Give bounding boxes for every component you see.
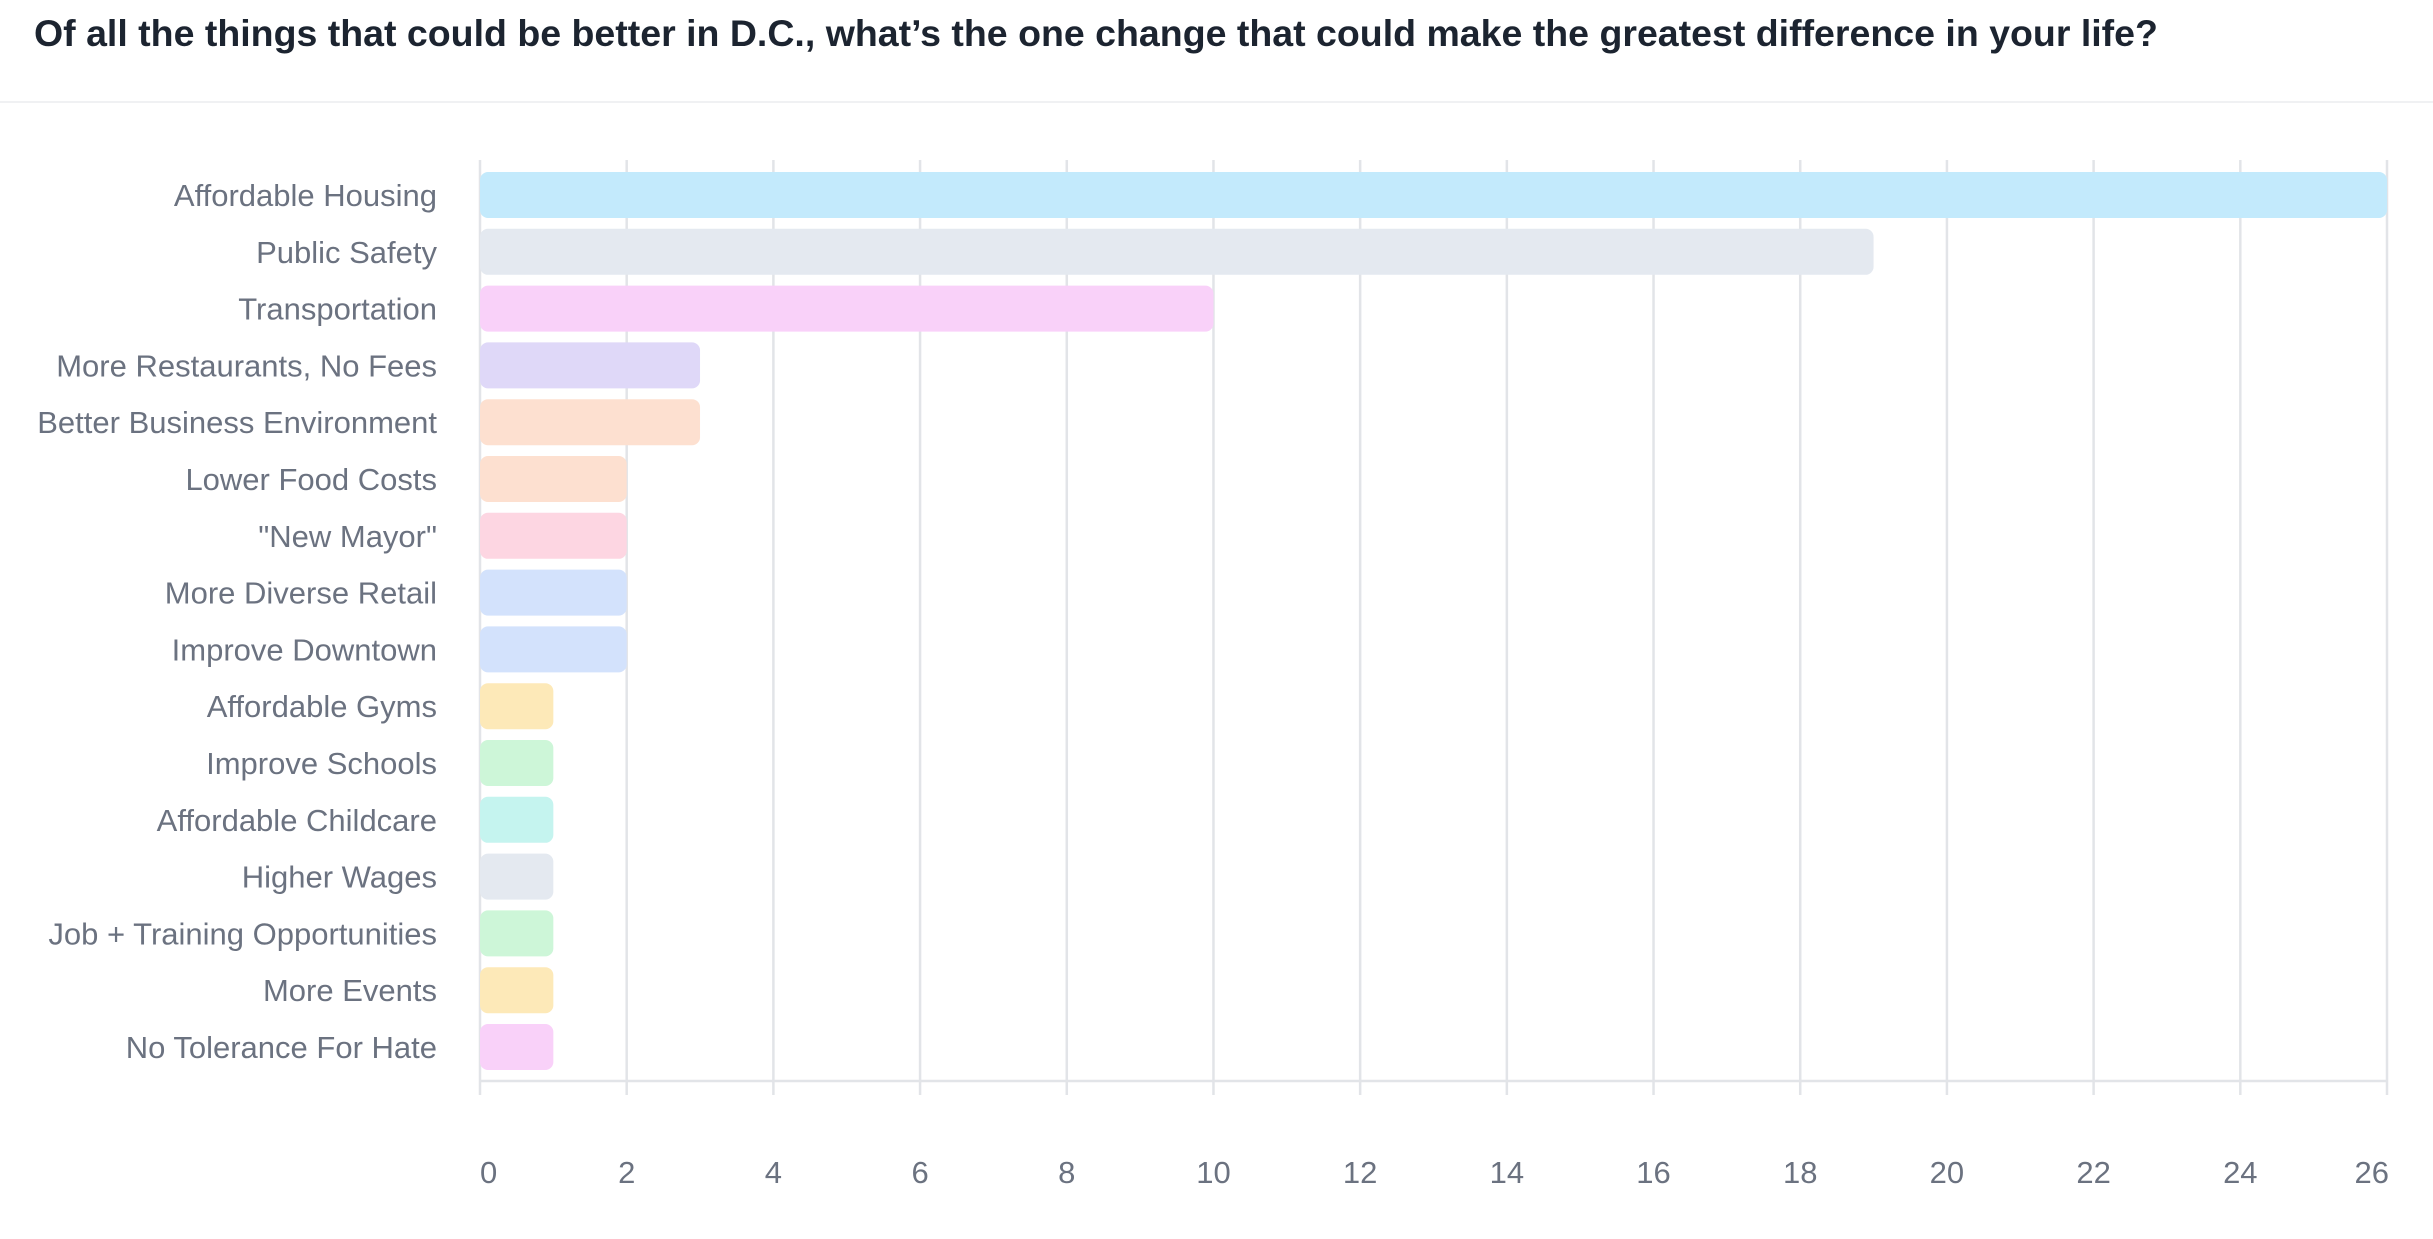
x-tick-label: 26 [2355, 1155, 2389, 1190]
bar [480, 910, 554, 957]
bar [480, 228, 1874, 275]
category-label: Transportation [238, 292, 437, 327]
category-labels: Affordable Housing Public Safety Transport… [37, 178, 437, 1065]
x-tick-label: 22 [2076, 1155, 2110, 1190]
category-label: Job + Training Opportunities [48, 916, 437, 951]
bar [480, 399, 701, 446]
category-label: Lower Food Costs [185, 462, 437, 497]
x-tick-label: 0 [480, 1155, 497, 1190]
x-tick-label: 20 [1930, 1155, 1964, 1190]
bar [480, 853, 554, 900]
x-tick-label: 6 [911, 1155, 928, 1190]
chart-header: Of all the things that could be better i… [0, 0, 2433, 103]
x-tick-label: 14 [1490, 1155, 1524, 1190]
bar [480, 285, 1214, 332]
category-label: Improve Downtown [172, 632, 437, 667]
bar [480, 512, 627, 559]
bar [480, 626, 627, 673]
category-label: "New Mayor" [258, 519, 437, 554]
category-label: More Diverse Retail [165, 576, 437, 611]
x-tick-label: 18 [1783, 1155, 1817, 1190]
bar [480, 1024, 554, 1070]
bar [480, 796, 554, 843]
x-tick-label: 4 [765, 1155, 782, 1190]
category-label: Improve Schools [206, 746, 437, 781]
x-tick-label: 8 [1058, 1155, 1075, 1190]
category-label: Affordable Housing [174, 178, 437, 213]
x-tick-label: 16 [1636, 1155, 1670, 1190]
x-tick-label: 2 [618, 1155, 635, 1190]
x-tick-label: 24 [2223, 1155, 2257, 1190]
bars [480, 172, 2387, 1070]
chart-title: Of all the things that could be better i… [34, 12, 2158, 54]
bar [480, 569, 627, 616]
category-label: Public Safety [256, 235, 437, 270]
bar [480, 740, 554, 786]
bar [480, 683, 554, 730]
category-label: Affordable Childcare [157, 803, 437, 838]
bar [480, 456, 627, 502]
category-label: Better Business Environment [37, 405, 437, 440]
x-tick-label: 10 [1196, 1155, 1230, 1190]
category-label: More Events [263, 973, 437, 1008]
category-label: No Tolerance For Hate [126, 1030, 437, 1065]
category-label: More Restaurants, No Fees [56, 348, 437, 383]
bar [480, 342, 701, 389]
x-tick-label: 12 [1343, 1155, 1377, 1190]
bar [480, 967, 554, 1014]
category-label: Affordable Gyms [207, 689, 437, 724]
x-tick-labels: 0 2 4 6 8 10 12 14 16 18 20 22 24 26 [480, 1155, 2389, 1190]
category-label: Higher Wages [242, 860, 437, 895]
bar [480, 172, 2387, 218]
